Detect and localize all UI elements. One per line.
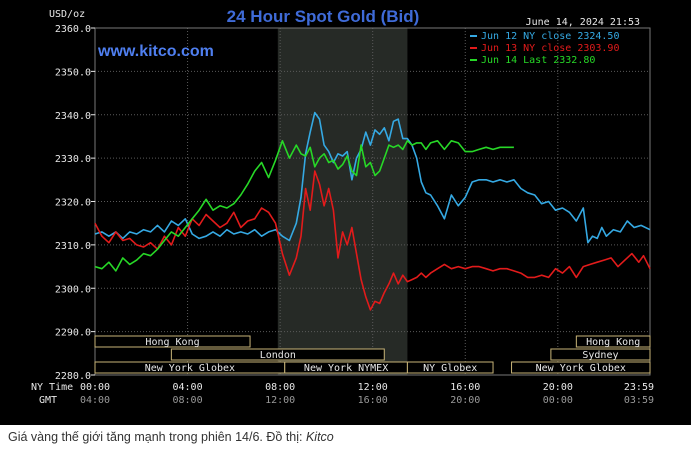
session-label: Hong Kong bbox=[586, 337, 640, 348]
nymex-highlight-band bbox=[277, 28, 408, 375]
y-tick-label: 2290.0 bbox=[55, 328, 91, 339]
session-label: New York Globex bbox=[145, 363, 235, 374]
x-tick-label-gmt: 04:00 bbox=[80, 395, 110, 406]
session-label: NY Globex bbox=[423, 363, 477, 374]
x-tick-label-ny: 04:00 bbox=[173, 382, 203, 393]
series-lines bbox=[94, 111, 651, 311]
series-line-3 bbox=[94, 140, 514, 272]
x-tick-label-ny: 20:00 bbox=[543, 382, 573, 393]
y-axis-unit-label: USD/oz bbox=[49, 9, 85, 20]
x-tick-label-ny: 23:59 bbox=[624, 382, 654, 393]
session-box bbox=[550, 348, 651, 361]
y-tick-label: 2360.0 bbox=[55, 24, 91, 35]
session-band: NY Globex bbox=[406, 361, 494, 374]
x-tick-label-gmt: 12:00 bbox=[265, 395, 295, 406]
x-tick-label-gmt: 00:00 bbox=[543, 395, 573, 406]
y-tick-label: 2310.0 bbox=[55, 241, 91, 252]
session-label: New York NYMEX bbox=[304, 363, 388, 374]
session-band: London bbox=[170, 348, 385, 361]
session-box bbox=[511, 361, 651, 374]
session-band: Hong Kong bbox=[575, 335, 651, 348]
caption-source: Kitco bbox=[305, 430, 334, 444]
session-label: Sydney bbox=[582, 350, 618, 361]
session-band: New York NYMEX bbox=[284, 361, 408, 374]
session-label: London bbox=[260, 350, 296, 361]
x-axis-ny-title: NY Time bbox=[31, 382, 73, 393]
y-tick-label: 2320.0 bbox=[55, 198, 91, 209]
x-tick-label-gmt: 08:00 bbox=[173, 395, 203, 406]
figure-caption: Giá vàng thế giới tăng mạnh trong phiên … bbox=[8, 430, 688, 444]
caption-text: Giá vàng thế giới tăng mạnh trong phiên … bbox=[8, 430, 306, 444]
x-tick-label-gmt: 20:00 bbox=[450, 395, 480, 406]
session-label: Hong Kong bbox=[145, 337, 199, 348]
series-line-1 bbox=[94, 111, 651, 244]
x-tick-label-gmt: 03:59 bbox=[624, 395, 654, 406]
chart-title: 24 Hour Spot Gold (Bid) bbox=[227, 7, 420, 26]
y-tick-label: 2350.0 bbox=[55, 67, 91, 78]
axes: USD/oz 24 Hour Spot Gold (Bid) www.kitco… bbox=[31, 7, 654, 406]
session-band: Sydney bbox=[550, 348, 651, 361]
legend-label: Jun 12 NY close 2324.50 bbox=[481, 31, 619, 42]
y-tick-label: 2340.0 bbox=[55, 111, 91, 122]
session-box bbox=[406, 361, 494, 374]
session-band: New York Globex bbox=[94, 361, 286, 374]
session-box bbox=[94, 335, 251, 348]
series-line-2 bbox=[94, 170, 651, 311]
x-tick-label-ny: 00:00 bbox=[80, 382, 110, 393]
x-axis-gmt-title: GMT bbox=[39, 395, 57, 406]
x-tick-label-ny: 16:00 bbox=[450, 382, 480, 393]
website-label: www.kitco.com bbox=[97, 43, 214, 60]
y-tick-label: 2300.0 bbox=[55, 284, 91, 295]
session-band: Hong Kong bbox=[94, 335, 251, 348]
legend-label: Jun 13 NY close 2303.90 bbox=[481, 43, 619, 54]
trading-sessions: Hong Kong London New York Globex New York N… bbox=[94, 335, 651, 374]
x-tick-label-gmt: 16:00 bbox=[358, 395, 388, 406]
session-band: New York Globex bbox=[511, 361, 651, 374]
session-box bbox=[575, 335, 651, 348]
session-label: New York Globex bbox=[536, 363, 626, 374]
timestamp: June 14, 2024 21:53 bbox=[526, 17, 640, 28]
y-tick-label: 2330.0 bbox=[55, 154, 91, 165]
x-tick-label-ny: 08:00 bbox=[265, 382, 295, 393]
y-tick-label: 2280.0 bbox=[55, 371, 91, 382]
session-box bbox=[170, 348, 385, 361]
gold-price-chart: Hong Kong London New York Globex New York N… bbox=[0, 0, 691, 425]
legend-label: Jun 14 Last 2332.80 bbox=[481, 55, 595, 66]
x-tick-label-ny: 12:00 bbox=[358, 382, 388, 393]
